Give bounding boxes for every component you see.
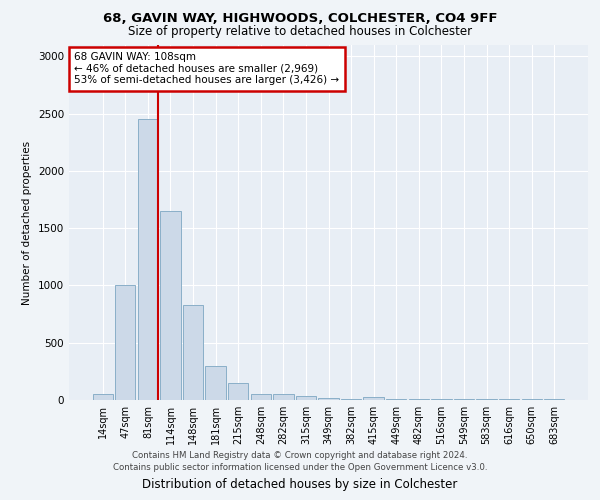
Text: 68 GAVIN WAY: 108sqm
← 46% of detached houses are smaller (2,969)
53% of semi-de: 68 GAVIN WAY: 108sqm ← 46% of detached h…	[74, 52, 340, 86]
Bar	[115, 286, 136, 400]
Text: Size of property relative to detached houses in Colchester: Size of property relative to detached ho…	[128, 25, 472, 38]
Bar	[138, 120, 158, 400]
Bar	[251, 394, 271, 400]
Text: Distribution of detached houses by size in Colchester: Distribution of detached houses by size …	[142, 478, 458, 491]
Bar	[364, 396, 384, 400]
Text: 68, GAVIN WAY, HIGHWOODS, COLCHESTER, CO4 9FF: 68, GAVIN WAY, HIGHWOODS, COLCHESTER, CO…	[103, 12, 497, 26]
Text: Contains HM Land Registry data © Crown copyright and database right 2024.
Contai: Contains HM Land Registry data © Crown c…	[113, 451, 487, 472]
Bar	[319, 398, 338, 400]
Bar	[160, 211, 181, 400]
Bar	[273, 394, 293, 400]
Bar	[296, 396, 316, 400]
Bar	[92, 394, 113, 400]
Bar	[205, 366, 226, 400]
Y-axis label: Number of detached properties: Number of detached properties	[22, 140, 32, 304]
Bar	[228, 383, 248, 400]
Bar	[183, 305, 203, 400]
